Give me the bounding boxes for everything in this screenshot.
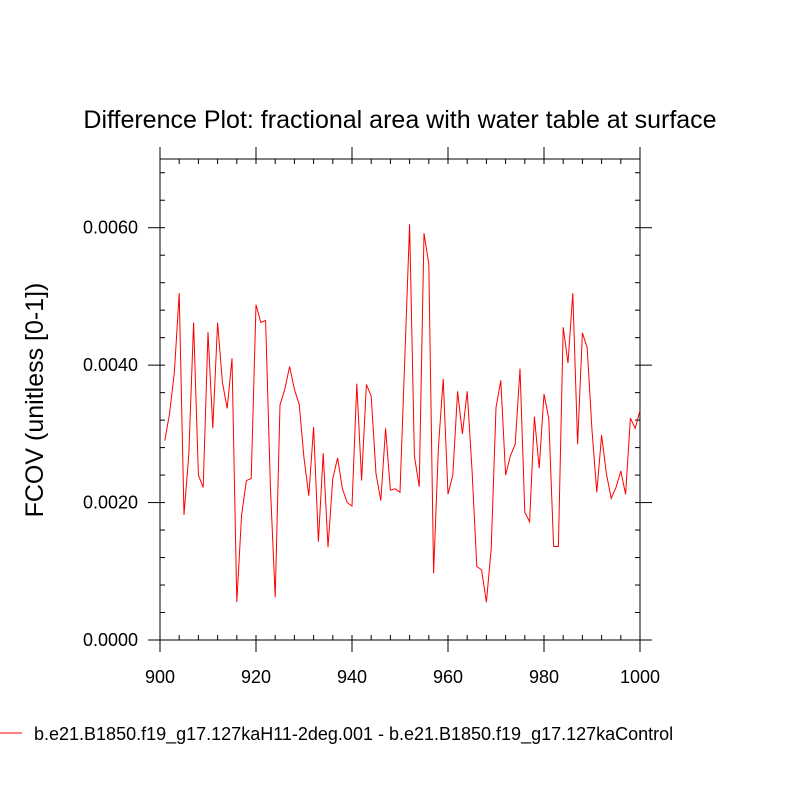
x-tick-label: 920: [241, 667, 271, 687]
x-axis-tick-labels: 900 920 940 960 980 1000: [145, 667, 660, 687]
y-axis-tick-labels: 0.0000 0.0020 0.0040 0.0060: [83, 218, 138, 650]
x-tick-label: 940: [337, 667, 367, 687]
legend: b.e21.B1850.f19_g17.127kaH11-2deg.001 - …: [0, 724, 673, 745]
chart-title: Difference Plot: fractional area with wa…: [83, 106, 716, 134]
x-axis-ticks: [159, 147, 641, 652]
y-axis-label: FCOV (unitless [0-1]): [21, 283, 49, 518]
y-tick-label: 0.0020: [83, 493, 138, 513]
legend-label: b.e21.B1850.f19_g17.127kaH11-2deg.001 - …: [34, 724, 673, 745]
x-tick-label: 980: [529, 667, 559, 687]
plot-frame: [159, 158, 641, 641]
y-axis-ticks: [148, 172, 652, 641]
series-group: [164, 224, 641, 603]
y-tick-label: 0.0060: [83, 218, 138, 238]
y-tick-label: 0.0000: [83, 630, 138, 650]
y-tick-label: 0.0040: [83, 355, 138, 375]
x-tick-label: 960: [433, 667, 463, 687]
x-tick-label: 900: [145, 667, 175, 687]
series-line: [164, 224, 641, 603]
x-tick-label: 1000: [620, 667, 660, 687]
